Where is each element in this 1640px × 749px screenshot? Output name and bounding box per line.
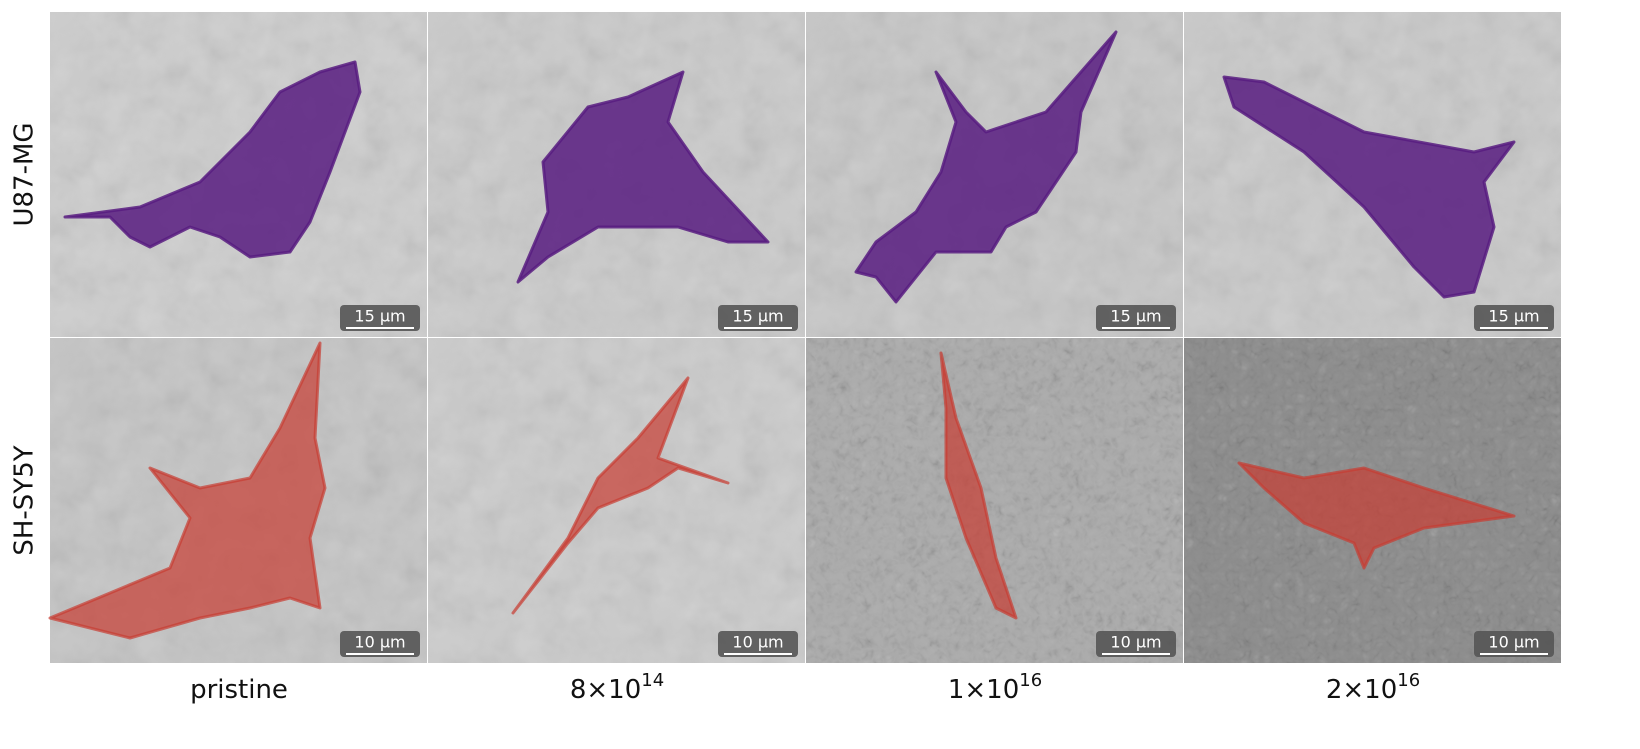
column-label-base: 1×10 xyxy=(948,675,1019,705)
micrograph-panel: 15 µm xyxy=(806,12,1183,337)
scale-bar-label: 10 µm xyxy=(732,633,783,652)
scale-bar-box xyxy=(340,305,420,331)
column-label: 1×1016 xyxy=(948,670,1042,705)
micrograph-panel: 15 µm xyxy=(1184,12,1561,337)
scale-bar-label: 10 µm xyxy=(354,633,405,652)
micrograph-panel: 15 µm xyxy=(428,12,805,337)
column-label-base: 8×10 xyxy=(570,675,641,705)
column-label: 8×1014 xyxy=(570,670,664,705)
surface-texture xyxy=(806,338,1183,663)
scale-bar-box xyxy=(1474,305,1554,331)
cell-overlay xyxy=(511,376,730,615)
scale-bar-label: 15 µm xyxy=(1110,307,1161,326)
scale-bar-box xyxy=(340,631,420,657)
micrograph-panel: 15 µm xyxy=(50,12,427,337)
scale-bar-label: 15 µm xyxy=(1488,307,1539,326)
cell-overlay xyxy=(516,70,770,284)
cell-overlay xyxy=(1237,461,1516,570)
scale-bar-box xyxy=(1474,631,1554,657)
micrograph-panel: 10 µm xyxy=(1184,338,1561,663)
row-label: SH-SY5Y xyxy=(10,445,40,555)
column-label-exponent: 14 xyxy=(641,670,664,691)
micrograph-panel: 10 µm xyxy=(48,338,427,663)
column-label-base: 2×10 xyxy=(1326,675,1397,705)
scale-bar-label: 10 µm xyxy=(1110,633,1161,652)
scale-bar-box xyxy=(1096,305,1176,331)
column-label: pristine xyxy=(190,675,288,705)
column-label: 2×1016 xyxy=(1326,670,1420,705)
cell-overlay xyxy=(939,351,1018,620)
scale-bar-box xyxy=(1096,631,1176,657)
column-label-exponent: 16 xyxy=(1397,670,1420,691)
column-label-exponent: 16 xyxy=(1019,670,1042,691)
scale-bar-label: 15 µm xyxy=(732,307,783,326)
micrograph-panel: 10 µm xyxy=(428,338,805,663)
scale-bar-box xyxy=(718,631,798,657)
scale-bar-label: 10 µm xyxy=(1488,633,1539,652)
cell-overlay xyxy=(48,341,327,640)
cell-overlay xyxy=(854,30,1118,304)
scale-bar-label: 15 µm xyxy=(354,307,405,326)
row-label: U87-MG xyxy=(10,122,40,226)
scale-bar-box xyxy=(718,305,798,331)
cell-overlay xyxy=(1222,75,1516,299)
micrograph-panel: 10 µm xyxy=(806,338,1183,663)
cell-overlay xyxy=(63,60,362,259)
